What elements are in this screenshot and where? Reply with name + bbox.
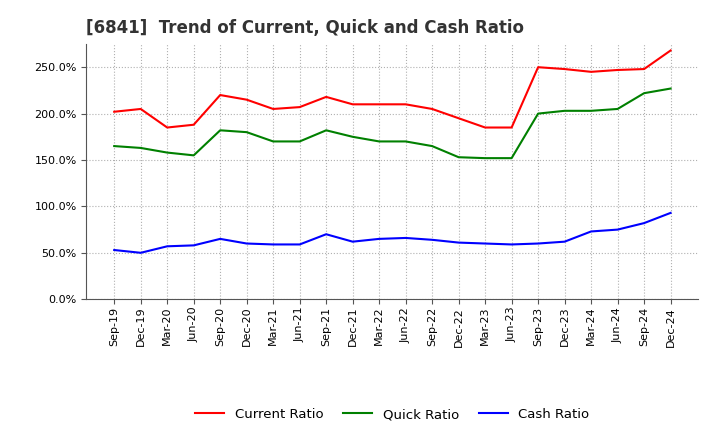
Current Ratio [189,122,198,127]
Quick Ratio [348,134,357,139]
Quick Ratio [110,143,119,149]
Current Ratio [295,104,304,110]
Cash Ratio [454,240,463,245]
Quick Ratio [666,86,675,91]
Cash Ratio [640,220,649,226]
Quick Ratio [508,155,516,161]
Quick Ratio [295,139,304,144]
Current Ratio [322,94,330,99]
Current Ratio [508,125,516,130]
Quick Ratio [189,153,198,158]
Current Ratio [216,92,225,98]
Cash Ratio [401,235,410,241]
Current Ratio [163,125,171,130]
Current Ratio [587,69,595,74]
Cash Ratio [666,210,675,216]
Current Ratio [560,66,569,72]
Current Ratio [243,97,251,103]
Quick Ratio [587,108,595,114]
Quick Ratio [322,128,330,133]
Cash Ratio [110,247,119,253]
Current Ratio [110,109,119,114]
Quick Ratio [560,108,569,114]
Cash Ratio [189,243,198,248]
Text: [6841]  Trend of Current, Quick and Cash Ratio: [6841] Trend of Current, Quick and Cash … [86,19,524,37]
Cash Ratio [560,239,569,244]
Cash Ratio [136,250,145,256]
Quick Ratio [454,154,463,160]
Line: Current Ratio: Current Ratio [114,51,670,128]
Quick Ratio [269,139,277,144]
Cash Ratio [322,231,330,237]
Cash Ratio [163,244,171,249]
Current Ratio [481,125,490,130]
Cash Ratio [428,237,436,242]
Current Ratio [613,67,622,73]
Quick Ratio [613,106,622,112]
Quick Ratio [243,129,251,135]
Line: Quick Ratio: Quick Ratio [114,88,670,158]
Quick Ratio [401,139,410,144]
Cash Ratio [375,236,384,242]
Current Ratio [269,106,277,112]
Current Ratio [534,65,542,70]
Quick Ratio [481,155,490,161]
Cash Ratio [613,227,622,232]
Cash Ratio [348,239,357,244]
Quick Ratio [375,139,384,144]
Cash Ratio [269,242,277,247]
Quick Ratio [534,111,542,116]
Legend: Current Ratio, Quick Ratio, Cash Ratio: Current Ratio, Quick Ratio, Cash Ratio [190,403,595,426]
Current Ratio [401,102,410,107]
Cash Ratio [216,236,225,242]
Current Ratio [640,66,649,72]
Quick Ratio [428,143,436,149]
Cash Ratio [243,241,251,246]
Line: Cash Ratio: Cash Ratio [114,213,670,253]
Cash Ratio [534,241,542,246]
Cash Ratio [295,242,304,247]
Quick Ratio [216,128,225,133]
Quick Ratio [163,150,171,155]
Cash Ratio [508,242,516,247]
Current Ratio [348,102,357,107]
Cash Ratio [587,229,595,234]
Quick Ratio [640,91,649,96]
Current Ratio [136,106,145,112]
Cash Ratio [481,241,490,246]
Current Ratio [666,48,675,53]
Current Ratio [454,116,463,121]
Quick Ratio [136,145,145,150]
Current Ratio [375,102,384,107]
Current Ratio [428,106,436,112]
